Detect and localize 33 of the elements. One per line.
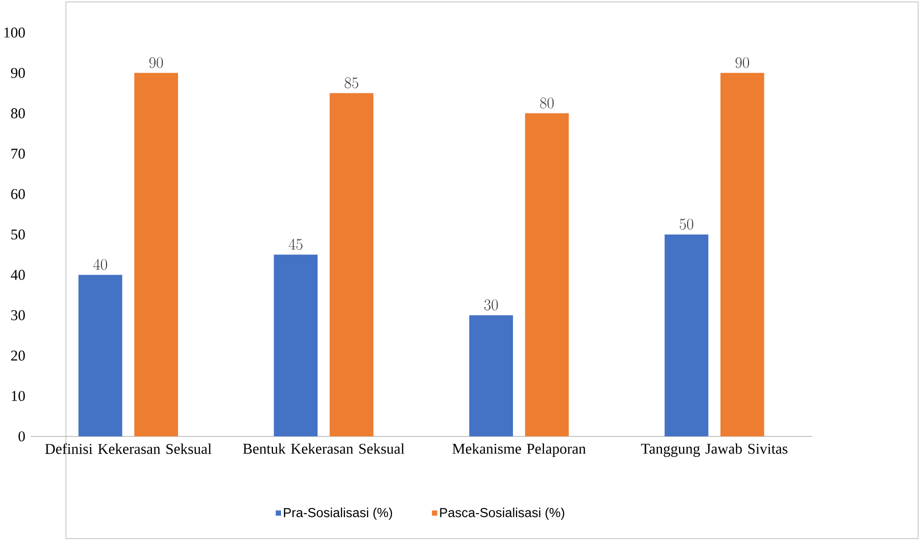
data-label: 80 <box>540 98 554 109</box>
y-tick-label: 40 <box>10 270 25 280</box>
x-tick-label: Bentuk Kekerasan Seksual <box>243 444 404 454</box>
data-label: 40 <box>93 259 108 270</box>
bar <box>720 73 764 437</box>
data-label: 90 <box>149 57 163 68</box>
data-label: 45 <box>288 239 302 250</box>
y-tick-label: 60 <box>11 189 25 200</box>
x-tick-label: Mekanisme Pelaporan <box>452 444 586 458</box>
bar <box>330 93 374 437</box>
x-tick-label: Definisi Kekerasan Seksual <box>45 444 212 454</box>
y-tick-label: 100 <box>4 28 25 38</box>
data-label: 50 <box>680 218 694 230</box>
bar <box>664 234 708 437</box>
data-label: 30 <box>484 300 498 311</box>
bar <box>78 275 122 437</box>
y-tick-label: 10 <box>12 391 25 402</box>
bar <box>134 73 178 437</box>
y-tick-label: 20 <box>11 350 25 361</box>
y-tick-label: 50 <box>11 230 25 240</box>
data-label: 90 <box>736 57 750 68</box>
y-tick-label: 70 <box>12 148 25 159</box>
x-tick-label: Tanggung Jawab Sivitas <box>641 444 788 458</box>
y-tick-label: 30 <box>11 310 25 320</box>
bar <box>525 114 569 437</box>
legend-label: Pra-Sosialisasi (%) <box>284 508 392 520</box>
bar <box>469 315 513 437</box>
y-tick-label: 90 <box>11 68 25 78</box>
bar <box>274 254 318 437</box>
legend-label: Pasca-Sosialisasi (%) <box>440 508 564 520</box>
y-tick-label: 0 <box>18 432 25 442</box>
data-label: 85 <box>344 78 358 88</box>
y-tick-label: 80 <box>11 108 25 119</box>
